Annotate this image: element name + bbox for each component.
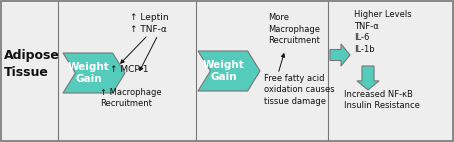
Text: More
Macrophage
Recruitment: More Macrophage Recruitment xyxy=(268,13,320,45)
Text: Free fatty acid
oxidation causes
tissue damage: Free fatty acid oxidation causes tissue … xyxy=(264,74,335,106)
Polygon shape xyxy=(63,53,125,93)
Text: Weight
Gain: Weight Gain xyxy=(203,60,245,82)
Text: ↑ TNF-α: ↑ TNF-α xyxy=(130,25,167,34)
Text: Increased NF-κB
Insulin Resistance: Increased NF-κB Insulin Resistance xyxy=(344,90,420,110)
Polygon shape xyxy=(198,51,260,91)
Polygon shape xyxy=(330,44,350,66)
Text: ↑ MCP-1: ↑ MCP-1 xyxy=(110,65,148,75)
Text: Higher Levels
TNF-α
IL-6
IL-1b: Higher Levels TNF-α IL-6 IL-1b xyxy=(354,10,412,54)
Text: ↑ Macrophage
Recruitment: ↑ Macrophage Recruitment xyxy=(100,88,162,108)
Text: Weight
Gain: Weight Gain xyxy=(68,62,110,84)
Text: ↑ Leptin: ↑ Leptin xyxy=(130,13,168,22)
Text: Adipose
Tissue: Adipose Tissue xyxy=(4,49,60,79)
Polygon shape xyxy=(357,66,379,90)
